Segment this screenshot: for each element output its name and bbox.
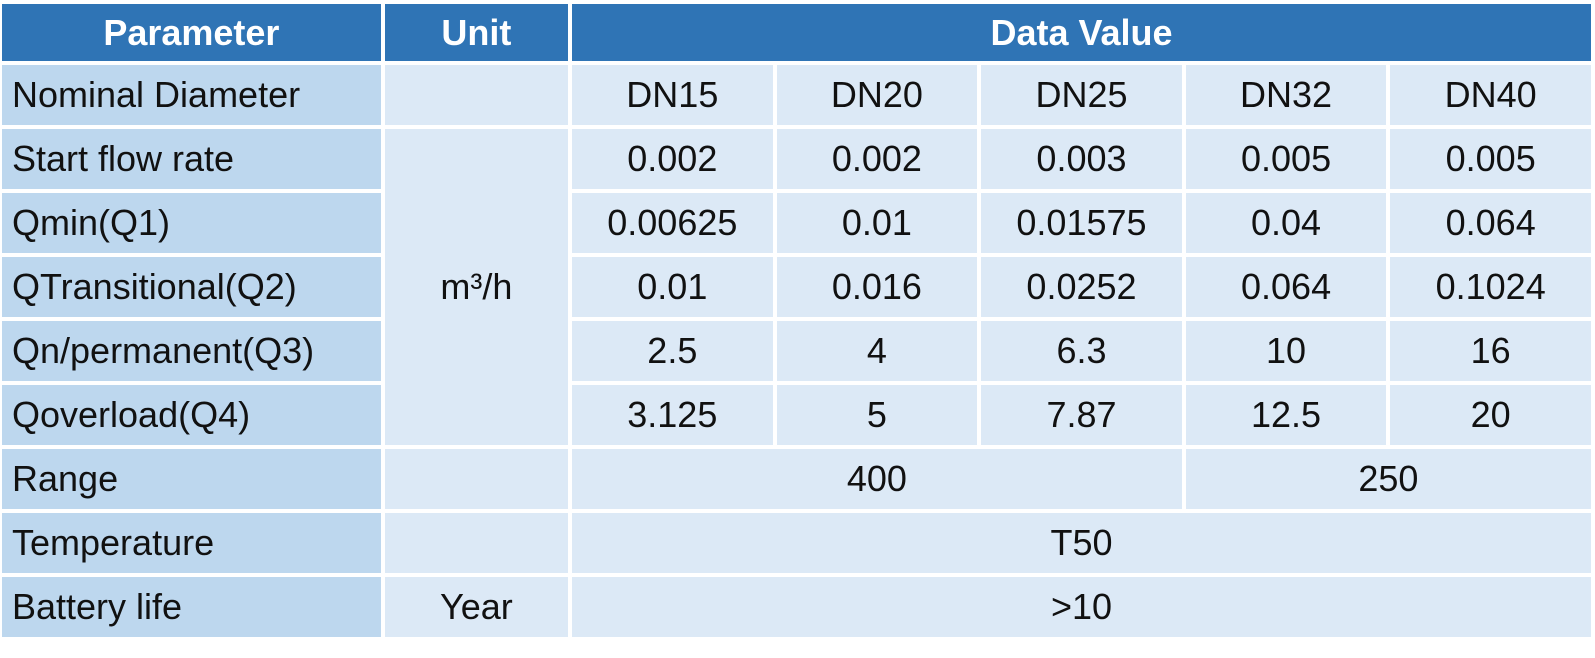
unit-cell-empty [384,449,569,509]
table-cell: 5 [776,385,978,445]
table-cell: 0.002 [572,129,773,189]
table-cell: 0.064 [1185,257,1387,317]
flow-unit-cell: m³/h [384,129,569,445]
table-cell: 0.04 [1185,193,1387,253]
table-row: Qmin(Q1) 0.00625 0.01 0.01575 0.04 0.064 [2,193,1591,253]
table-cell: 400 [572,449,1182,509]
table-row: Range 400 250 [2,449,1591,509]
table-cell: 7.87 [981,385,1182,445]
table-cell: 20 [1390,385,1591,445]
header-unit: Unit [384,4,569,61]
table-cell: 250 [1185,449,1591,509]
table-cell: 6.3 [981,321,1182,381]
table-cell: DN40 [1390,65,1591,125]
table-cell: T50 [572,513,1591,573]
table-cell: DN32 [1185,65,1387,125]
table-cell: DN15 [572,65,773,125]
header-data-value: Data Value [572,4,1591,61]
table-cell: DN25 [981,65,1182,125]
table-cell: 0.005 [1390,129,1591,189]
table-row: QTransitional(Q2) 0.01 0.016 0.0252 0.06… [2,257,1591,317]
table-row: Battery life Year >10 [2,577,1591,637]
header-row: Parameter Unit Data Value [2,4,1591,61]
table-cell: 0.0252 [981,257,1182,317]
table-cell: 12.5 [1185,385,1387,445]
table-cell: 0.01575 [981,193,1182,253]
header-parameter: Parameter [2,4,381,61]
table-cell: 0.016 [776,257,978,317]
row-label: Qn/permanent(Q3) [2,321,381,381]
unit-cell-empty [384,513,569,573]
row-label: QTransitional(Q2) [2,257,381,317]
row-label: Qmin(Q1) [2,193,381,253]
table-cell: 0.01 [572,257,773,317]
table-cell: 16 [1390,321,1591,381]
table-row: Qoverload(Q4) 3.125 5 7.87 12.5 20 [2,385,1591,445]
table-cell: 0.064 [1390,193,1591,253]
table-cell: 0.1024 [1390,257,1591,317]
row-label: Battery life [2,577,381,637]
table-cell: 0.00625 [572,193,773,253]
table-cell: 0.01 [776,193,978,253]
row-label: Start flow rate [2,129,381,189]
table-cell: 3.125 [572,385,773,445]
row-label: Range [2,449,381,509]
table-row: Qn/permanent(Q3) 2.5 4 6.3 10 16 [2,321,1591,381]
table-cell: 0.002 [776,129,978,189]
table-cell: 4 [776,321,978,381]
table-cell: 2.5 [572,321,773,381]
row-label: Temperature [2,513,381,573]
unit-cell-empty [384,65,569,125]
table-cell: >10 [572,577,1591,637]
table-cell: DN20 [776,65,978,125]
table-cell: 0.003 [981,129,1182,189]
spec-table: Parameter Unit Data Value Nominal Diamet… [2,4,1591,637]
row-label: Nominal Diameter [2,65,381,125]
table-row: Nominal Diameter DN15 DN20 DN25 DN32 DN4… [2,65,1591,125]
table-row: Start flow rate m³/h 0.002 0.002 0.003 0… [2,129,1591,445]
table-row: Temperature T50 [2,513,1591,573]
table-cell: 0.005 [1185,129,1387,189]
row-label: Qoverload(Q4) [2,385,381,445]
table-cell: 10 [1185,321,1387,381]
unit-cell: Year [384,577,569,637]
